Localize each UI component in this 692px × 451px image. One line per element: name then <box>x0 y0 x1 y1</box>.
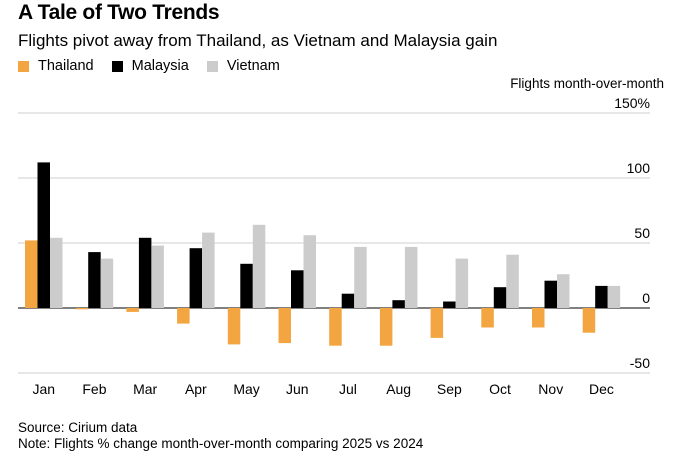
legend-label-thailand: Thailand <box>38 58 94 74</box>
x-tick-label: Oct <box>489 381 511 397</box>
x-tick-label: Jan <box>32 381 55 397</box>
y-axis-units-label: Flights month-over-month <box>510 76 664 91</box>
bar-vietnam-may <box>252 224 266 308</box>
x-tick-label: Sep <box>437 381 462 397</box>
x-tick-label: Mar <box>133 381 157 397</box>
x-tick-label: May <box>233 381 259 397</box>
legend-swatch-malaysia <box>111 60 123 72</box>
bar-malaysia-jul <box>341 293 355 308</box>
bar-vietnam-aug <box>404 246 418 308</box>
x-tick-label: Apr <box>185 381 207 397</box>
x-tick-label: Feb <box>82 381 106 397</box>
bar-thailand-oct <box>481 308 494 328</box>
bar-vietnam-jun <box>303 235 316 308</box>
legend-label-malaysia: Malaysia <box>131 58 189 74</box>
note-text: Note: Flights % change month-over-month … <box>18 436 424 451</box>
bar-thailand-aug <box>379 308 393 346</box>
bar-thailand-feb <box>75 308 89 310</box>
source-text: Source: Cirium data <box>18 420 138 435</box>
bar-malaysia-mar <box>138 237 152 308</box>
y-tick-labels: -50 0 50 100 150% <box>614 95 650 371</box>
chart-title: A Tale of Two Trends <box>18 1 220 24</box>
bar-malaysia-may <box>240 263 253 308</box>
bar-vietnam-jan <box>50 237 63 308</box>
bar-thailand-apr <box>177 308 190 324</box>
y-tick-label: 150% <box>614 95 650 111</box>
bar-vietnam-sep <box>455 258 469 308</box>
bar-malaysia-aug <box>392 300 405 308</box>
bar-malaysia-jan <box>37 162 50 308</box>
bar-thailand-may <box>227 308 241 345</box>
bar-vietnam-apr <box>202 232 215 308</box>
bar-vietnam-jul <box>354 246 367 308</box>
chart-subtitle: Flights pivot away from Thailand, as Vie… <box>18 31 498 50</box>
legend-label-vietnam: Vietnam <box>226 58 280 74</box>
bar-thailand-nov <box>532 308 545 328</box>
x-tick-label: Jul <box>339 381 357 397</box>
legend: Thailand Malaysia Vietnam <box>18 58 298 74</box>
bar-vietnam-oct <box>506 254 519 308</box>
bar-malaysia-nov <box>544 280 557 308</box>
y-tick-label: 100 <box>627 160 651 176</box>
x-tick-label: Jun <box>286 381 309 397</box>
bar-vietnam-mar <box>151 245 164 308</box>
bar-thailand-jan <box>25 240 38 308</box>
legend-swatch-thailand <box>18 60 29 72</box>
bar-malaysia-sep <box>443 301 456 308</box>
bar-thailand-jul <box>329 308 342 346</box>
bar-malaysia-apr <box>189 248 203 308</box>
legend-item-malaysia: Malaysia <box>111 58 189 74</box>
bar-thailand-mar <box>126 308 139 312</box>
bar-thailand-dec <box>582 308 596 333</box>
legend-item-vietnam: Vietnam <box>206 58 280 74</box>
x-tick-label: Nov <box>538 381 563 397</box>
bar-thailand-sep <box>430 308 444 338</box>
bar-vietnam-dec <box>607 285 621 308</box>
bar-malaysia-jun <box>291 270 304 308</box>
bar-malaysia-feb <box>88 252 101 308</box>
y-tick-label: 50 <box>634 225 650 241</box>
bar-vietnam-feb <box>100 258 114 308</box>
bar-malaysia-oct <box>493 287 507 308</box>
legend-swatch-vietnam <box>206 60 218 72</box>
bar-vietnam-nov <box>557 274 570 308</box>
bars <box>25 162 621 346</box>
x-tick-label: Dec <box>589 381 614 397</box>
legend-item-thailand: Thailand <box>18 58 94 74</box>
x-tick-label: Aug <box>386 381 411 397</box>
bar-thailand-jun <box>278 308 291 344</box>
y-tick-label: 0 <box>642 290 650 306</box>
y-tick-label: -50 <box>630 355 650 371</box>
bar-malaysia-dec <box>595 285 608 308</box>
x-tick-labels: Jan Feb Mar Apr May Jun Jul Aug Sep Oct Nov Dec <box>32 381 613 397</box>
